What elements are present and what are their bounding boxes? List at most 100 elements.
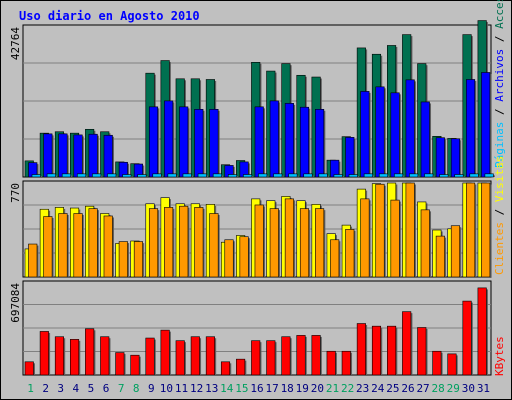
day-label: 12 — [190, 382, 203, 395]
hits-archivos-bar — [299, 106, 310, 178]
bytes-kbytes-bar — [220, 361, 231, 376]
hits-páginas-bar — [152, 173, 162, 178]
visits-clientes-bar — [269, 208, 279, 278]
bytes-kbytes-bar — [115, 352, 125, 376]
bytes-kbytes-bar — [39, 331, 49, 376]
hits-páginas-bar — [243, 174, 253, 178]
bytes-kbytes-bar — [296, 335, 306, 376]
bytes-kbytes-bar — [311, 335, 321, 376]
hits-páginas-bar — [484, 173, 494, 178]
bytes-kbytes-bar — [69, 339, 80, 376]
bytes-kbytes-bar — [356, 323, 366, 376]
day-label: 16 — [250, 382, 263, 395]
visits-clientes-bar — [239, 236, 249, 278]
day-label: 13 — [205, 382, 218, 395]
hits-archivos-bar — [179, 106, 189, 178]
visits-clientes-bar — [194, 207, 204, 278]
hits-páginas-bar — [303, 173, 313, 178]
visits-clientes-bar — [481, 182, 491, 278]
hits-archivos-bar — [375, 86, 385, 178]
bytes-kbytes-bar — [145, 337, 155, 376]
day-label: 26 — [401, 382, 414, 395]
hits-páginas-bar — [46, 173, 56, 178]
hits-páginas-bar — [31, 174, 41, 178]
bytes-kbytes-bar — [432, 350, 442, 376]
visits-ymax-label: 770 — [9, 183, 22, 203]
bytes-kbytes-bar — [417, 327, 427, 376]
hits-páginas-bar — [107, 173, 117, 178]
bytes-kbytes-bar — [160, 329, 170, 376]
day-label: 2 — [42, 382, 49, 395]
hits-archivos-bar — [164, 100, 174, 178]
day-label: 19 — [296, 382, 309, 395]
legend-visits: Clientes / Visitas — [493, 156, 506, 275]
visits-clientes-bar — [133, 241, 143, 278]
visits-clientes-bar — [435, 235, 445, 278]
hits-páginas-bar — [122, 174, 132, 178]
hits-páginas-bar — [61, 173, 71, 178]
bytes-kbytes-bar — [281, 336, 291, 376]
bytes-kbytes-bar — [24, 361, 34, 376]
visits-clientes-bar — [164, 207, 174, 278]
hits-archivos-bar — [315, 109, 325, 178]
bytes-kbytes-bar — [402, 311, 412, 376]
day-label: 7 — [118, 382, 125, 395]
hits-archivos-bar — [58, 133, 68, 178]
hits-archivos-bar — [435, 137, 445, 178]
hits-páginas-bar — [439, 174, 449, 178]
visits-clientes-bar — [179, 205, 189, 278]
visits-clientes-bar — [420, 209, 430, 278]
bytes-kbytes-bar — [85, 328, 95, 376]
bytes-kbytes-bar — [371, 325, 382, 376]
hits-páginas-bar — [469, 173, 479, 178]
hits-páginas-bar — [409, 173, 419, 178]
hits-archivos-bar — [209, 109, 219, 178]
bytes-kbytes-bar — [251, 340, 261, 376]
hits-páginas-bar — [167, 173, 177, 178]
visits-clientes-bar — [73, 213, 83, 278]
visits-clientes-bar — [254, 204, 264, 278]
visits-clientes-bar — [43, 216, 53, 278]
visits-clientes-bar — [284, 198, 294, 278]
visits-clientes-bar — [209, 213, 219, 278]
hits-páginas-bar — [363, 173, 373, 178]
hits-archivos-bar — [148, 106, 159, 178]
day-label: 1 — [27, 382, 34, 395]
visits-clientes-bar — [58, 213, 68, 278]
bytes-kbytes-bar — [190, 336, 200, 376]
day-label: 24 — [371, 382, 385, 395]
day-label: 17 — [265, 382, 278, 395]
day-label: 18 — [281, 382, 294, 395]
hits-páginas-bar — [258, 173, 268, 178]
hits-archivos-bar — [194, 109, 204, 178]
visits-clientes-bar — [390, 199, 400, 278]
visits-clientes-bar — [299, 208, 310, 278]
hits-páginas-bar — [212, 173, 222, 178]
day-label: 31 — [477, 382, 490, 395]
visits-clientes-bar — [224, 239, 234, 278]
day-label: 15 — [235, 382, 248, 395]
hits-ymax-label: 42764 — [9, 27, 22, 60]
bytes-kbytes-bar — [477, 287, 487, 376]
bytes-kbytes-bar — [130, 354, 140, 376]
day-label: 3 — [57, 382, 64, 395]
hits-páginas-bar — [76, 173, 87, 178]
bytes-kbytes-bar — [462, 300, 472, 376]
hits-archivos-bar — [269, 100, 279, 178]
bytes-kbytes-bar — [341, 350, 351, 376]
hits-páginas-bar — [348, 174, 358, 178]
visits-clientes-bar — [345, 229, 355, 278]
visits-clientes-bar — [315, 208, 325, 278]
bytes-kbytes-bar — [100, 336, 110, 376]
hits-archivos-bar — [390, 92, 400, 178]
visits-clientes-bar — [450, 225, 461, 278]
bytes-kbytes-bar — [266, 340, 276, 376]
visits-clientes-bar — [330, 239, 340, 278]
hits-archivos-bar — [88, 133, 98, 178]
bytes-kbytes-bar — [236, 358, 246, 376]
day-label: 21 — [326, 382, 339, 395]
hits-páginas-bar — [333, 174, 343, 178]
hits-archivos-bar — [254, 106, 264, 178]
day-label: 22 — [341, 382, 354, 395]
day-label: 9 — [148, 382, 155, 395]
